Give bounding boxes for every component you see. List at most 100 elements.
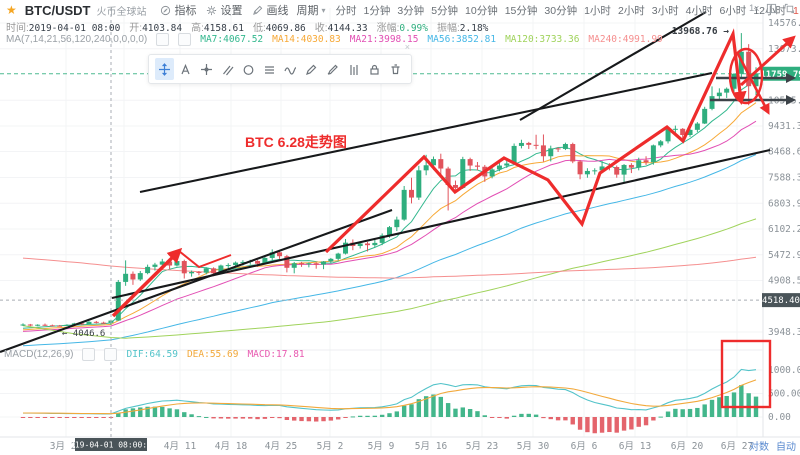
period-10分钟[interactable]: 10分钟 bbox=[465, 4, 498, 17]
price-tick: 8468.69 bbox=[768, 146, 800, 157]
trend-line bbox=[111, 148, 771, 300]
eye-icon[interactable] bbox=[82, 348, 96, 361]
fullscreen-icon[interactable] bbox=[784, 3, 795, 14]
ohlc-field: 高:4158.61 bbox=[191, 23, 244, 34]
candles-layer bbox=[20, 33, 759, 327]
ma-line-7 bbox=[22, 79, 757, 329]
tool-brush-icon[interactable] bbox=[323, 58, 342, 80]
period-1日[interactable]: 1日 bbox=[793, 4, 800, 17]
link-自动[interactable]: 自动 bbox=[776, 442, 796, 453]
period-分时[interactable]: 分时 bbox=[335, 4, 357, 17]
axis-scale-links: 对数 自动 bbox=[749, 438, 796, 453]
tool-crosshair-dot-icon[interactable] bbox=[197, 58, 216, 80]
time-tick: 4月 25 bbox=[265, 441, 297, 452]
tool-cursor-cross-icon[interactable] bbox=[155, 58, 174, 80]
exchange-label: 火币全球站 bbox=[96, 6, 147, 18]
favorite-star-icon[interactable]: ★ bbox=[6, 3, 17, 17]
period-1小时[interactable]: 1小时 bbox=[584, 4, 611, 17]
tool-pencil-icon[interactable] bbox=[302, 58, 321, 80]
price-tick: 4908.52 bbox=[768, 276, 800, 287]
menu-drawline[interactable]: 画线 bbox=[252, 2, 288, 18]
ma-line-21 bbox=[22, 120, 757, 332]
tool-ellipse-icon[interactable] bbox=[239, 58, 258, 80]
trend-arrow bbox=[324, 28, 747, 254]
ohlc-field: 收:4144.33 bbox=[314, 23, 368, 34]
period-5分钟[interactable]: 5分钟 bbox=[431, 4, 459, 17]
highlight-rect bbox=[720, 339, 772, 409]
ma-lines bbox=[22, 79, 757, 347]
trend-arrow bbox=[178, 250, 232, 269]
time-tick: 6月 13 bbox=[619, 441, 651, 452]
close-icon[interactable]: × bbox=[404, 42, 410, 52]
dealine bbox=[23, 379, 757, 415]
ma-value-MA120: MA120:3733.36 bbox=[505, 34, 580, 45]
time-tick: 5月 2 bbox=[317, 441, 344, 452]
period-dropdown-label: 周期 bbox=[296, 5, 319, 17]
period-2小时[interactable]: 2小时 bbox=[617, 4, 645, 17]
time-tick: 5月 9 bbox=[368, 441, 395, 452]
time-tick: 5月 23 bbox=[466, 441, 498, 452]
ohlc-field: 低:4069.86 bbox=[252, 23, 306, 34]
macd-tick: 500.00 bbox=[768, 389, 800, 400]
price-tick: 13073.28 bbox=[768, 44, 800, 55]
macd-formula: MACD(12,26,9) bbox=[4, 349, 74, 360]
grid-view-icon[interactable] bbox=[766, 3, 777, 14]
crosshair-time-badge bbox=[75, 438, 147, 451]
ma-formula: MA(7,14,21,56,120,240,0,0,0,0) bbox=[6, 34, 148, 45]
link-对数[interactable]: 对数 bbox=[749, 442, 769, 453]
ma-legend-bar: MA(7,14,21,56,120,240,0,0,0,0) MA7:4067.… bbox=[6, 33, 663, 46]
trend-line bbox=[519, 11, 707, 121]
period-15分钟[interactable]: 15分钟 bbox=[504, 4, 538, 17]
eye-icon[interactable] bbox=[156, 33, 170, 46]
tool-lock-icon[interactable] bbox=[365, 58, 384, 80]
ma-value-MA240: MA240:4991.99 bbox=[588, 34, 663, 45]
period-tabs: 分时 1分钟 3分钟 5分钟 10分钟 15分钟 30分钟 1小时 2小时 3小时 4小时 6小时 12… bbox=[336, 3, 800, 18]
ma-values: MA7:4067.52 MA14:4030.83 MA21:3998.15 MA56:… bbox=[200, 34, 663, 45]
tool-fib-lines-icon[interactable] bbox=[344, 58, 363, 80]
ma-line-14 bbox=[22, 102, 757, 331]
symbol-title: BTC/USDT bbox=[24, 2, 91, 18]
svg-text:4518.40: 4518.40 bbox=[762, 296, 800, 306]
tool-trash-icon[interactable] bbox=[386, 58, 405, 80]
tool-parallel-lines-icon[interactable] bbox=[218, 58, 237, 80]
ohlc-field: 开:4103.84 bbox=[129, 23, 183, 34]
trend-arrow bbox=[111, 247, 183, 318]
trend-arrow bbox=[735, 51, 770, 115]
tool-horizontal-lines-icon[interactable] bbox=[260, 58, 279, 80]
annotations-layer: BTC 6.28走势图 bbox=[0, 11, 797, 409]
period-4小时[interactable]: 4小时 bbox=[685, 4, 713, 17]
macd-settings-icon[interactable] bbox=[104, 348, 118, 361]
time-tick: 5月 30 bbox=[517, 441, 550, 452]
period-1分钟[interactable]: 1分钟 bbox=[363, 4, 391, 17]
drawing-toolbar: × bbox=[148, 42, 412, 84]
high-marker: 13968.76 → bbox=[672, 26, 729, 37]
highlight-ellipse bbox=[728, 47, 764, 105]
ma-line-56 bbox=[22, 154, 757, 347]
annotation-title: BTC 6.28走势图 bbox=[245, 134, 347, 150]
period-3小时[interactable]: 3小时 bbox=[651, 4, 679, 17]
low-marker: ← 4046.6 bbox=[62, 329, 105, 339]
menu-settings[interactable]: 设置 bbox=[206, 2, 242, 18]
macd-values: DIF:64.59 DEA:55.69 MACD:17.81 bbox=[126, 349, 304, 360]
tool-wave-icon[interactable] bbox=[281, 58, 300, 80]
chevron-down-icon: ▾ bbox=[321, 5, 326, 15]
tool-text-icon[interactable] bbox=[176, 58, 195, 80]
period-6小时[interactable]: 6小时 bbox=[719, 4, 747, 17]
ohlc-field: 涨幅:0.99% bbox=[376, 23, 428, 34]
scale-1x-button[interactable]: 1x bbox=[748, 3, 759, 14]
period-30分钟[interactable]: 30分钟 bbox=[544, 4, 578, 17]
trend-line bbox=[0, 209, 393, 353]
period-12小时[interactable]: 12小时 bbox=[753, 4, 786, 17]
period-3分钟[interactable]: 3分钟 bbox=[397, 4, 425, 17]
macd-value-DEA: DEA:55.69 bbox=[186, 349, 239, 360]
ma-settings-icon[interactable] bbox=[178, 33, 192, 46]
time-tick: 6月 6 bbox=[571, 441, 598, 452]
period-dropdown[interactable]: 周期 ▾ bbox=[296, 2, 325, 18]
price-tick: 9431.34 bbox=[768, 121, 800, 132]
macd-pane bbox=[20, 368, 759, 434]
menu-indicator[interactable]: 指标 bbox=[160, 2, 196, 18]
price-tick: 3948.38 bbox=[768, 327, 800, 338]
price-tick: 6803.97 bbox=[768, 198, 800, 209]
